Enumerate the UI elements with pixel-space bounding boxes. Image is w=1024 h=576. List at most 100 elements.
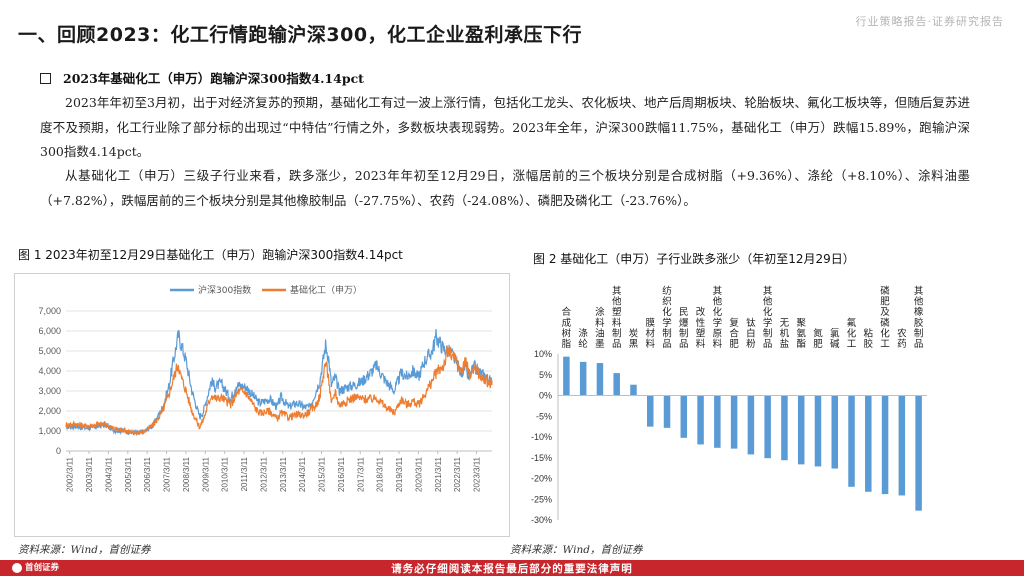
footer-bar: 首创证券 请务必仔细阅读本报告最后部分的重要法律声明 (0, 560, 1024, 576)
y-tick-label: -5% (536, 411, 552, 421)
chart-border (14, 273, 510, 537)
line-chart-x-ticks: 2002/3/11 2003/3/11 2004/3/11 2005/3/11 2006… (66, 451, 482, 492)
x-tick-label: 2023/3/11 (473, 456, 482, 492)
y-tick-label: 4,000 (38, 366, 61, 376)
x-tick-label: 2010/3/11 (221, 456, 230, 492)
x-tick-label: 2019/3/11 (395, 456, 404, 492)
bar (663, 395, 671, 428)
y-tick-label: -10% (531, 432, 552, 442)
bar (747, 395, 755, 455)
category-label: 其他橡胶制品 (914, 286, 924, 350)
source-note-2: 资料来源：Wind，首创证券 (510, 544, 643, 556)
category-label: 民爆制品 (679, 307, 689, 350)
category-label: 炭黑 (629, 328, 639, 350)
category-label: 合成树脂 (562, 306, 572, 350)
category-label: 膜材料 (645, 318, 655, 350)
bar (848, 395, 855, 487)
line-chart: 0 1,000 2,000 3,000 4,000 5,000 6,000 7,000 200… (14, 273, 510, 537)
series-line-chem (65, 344, 493, 437)
category-label: 聚氨酯 (796, 318, 806, 350)
paragraph-2: 从基础化工（申万）三级子行业来看，跌多涨少，2023年年初至12月29日，涨幅居… (40, 168, 970, 208)
bar-chart-y-ticks: 10% 5% 0% -5% -10% -15% -20% -25% -30% (531, 349, 552, 525)
x-tick-label: 2014/3/11 (298, 456, 307, 492)
bar (881, 395, 889, 495)
bar (714, 395, 721, 448)
category-label: 复合肥 (729, 317, 739, 350)
logo-text: 首创证券 (25, 563, 60, 573)
y-tick-label: -15% (531, 453, 552, 463)
bar (730, 395, 738, 449)
x-tick-label: 2021/3/11 (434, 456, 443, 492)
bar-chart-bars (563, 356, 922, 511)
x-tick-label: 2009/3/11 (201, 456, 210, 492)
bar (680, 395, 688, 438)
category-label: 氮肥 (813, 327, 823, 350)
legend-label: 基础化工（申万） (290, 284, 362, 296)
page-title: 一、回顾2023：化工行情跑输沪深300，化工企业盈利承压下行 (18, 24, 583, 46)
bar (814, 395, 822, 467)
series-line-hs300 (65, 329, 493, 436)
y-tick-label: 5% (539, 370, 552, 380)
bar (563, 356, 570, 396)
bar (596, 363, 604, 396)
x-tick-label: 2004/3/11 (104, 456, 113, 492)
category-label: 其他化学原料 (713, 286, 723, 350)
category-label: 改性塑料 (696, 306, 706, 350)
category-label: 氟化工 (847, 317, 857, 350)
y-tick-label: -30% (531, 515, 552, 525)
category-label: 氯碱 (830, 327, 840, 350)
paragraph-1: 2023年年初至3月初，出于对经济复苏的预期，基础化工有过一波上涨行情，包括化工… (40, 95, 970, 159)
bar (915, 395, 922, 511)
y-tick-label: 5,000 (38, 346, 61, 356)
bar (898, 395, 906, 496)
x-tick-label: 2005/3/11 (124, 456, 133, 492)
x-tick-label: 2020/3/11 (414, 456, 423, 492)
category-label: 涂料油墨 (595, 306, 605, 350)
x-tick-label: 2006/3/11 (143, 456, 152, 492)
x-tick-label: 2003/3/11 (85, 456, 94, 492)
line-chart-legend: 沪深300指数 基础化工（申万） (170, 284, 362, 296)
y-tick-label: 0% (539, 391, 552, 401)
x-tick-label: 2008/3/11 (182, 456, 191, 492)
brand-logo: 首创证券 (6, 561, 65, 575)
x-tick-label: 2002/3/11 (66, 456, 75, 492)
bar (764, 395, 771, 459)
bar (630, 384, 637, 396)
line-chart-y-ticks: 0 1,000 2,000 3,000 4,000 5,000 6,000 7,000 (38, 306, 61, 456)
bar-chart: 合成树脂涤纶涂料油墨其他塑料制品炭黑膜材料纺织化学制品民爆制品改性塑料其他化学原… (531, 285, 927, 525)
category-label: 其他化学制品 (763, 286, 773, 350)
y-tick-label: 10% (534, 349, 552, 359)
bar (781, 395, 788, 461)
checkbox-bullet-icon (40, 73, 51, 84)
report-tag: 行业策略报告·证券研究报告 (855, 15, 1004, 28)
bar (697, 395, 704, 445)
category-label: 粘胶 (864, 327, 874, 350)
figure-1-title: 图 1 2023年初至12月29日基础化工（申万）跑输沪深300指数4.14pc… (18, 248, 403, 262)
x-tick-label: 2015/3/11 (318, 456, 327, 492)
y-tick-label: 7,000 (38, 306, 61, 316)
section-heading: 2023年基础化工（申万）跑输沪深300指数4.14pct (40, 68, 364, 87)
section-heading-text: 2023年基础化工（申万）跑输沪深300指数4.14pct (63, 71, 364, 86)
bar (797, 395, 805, 465)
y-tick-label: 6,000 (38, 326, 61, 336)
x-tick-label: 2013/3/11 (279, 456, 288, 492)
x-tick-label: 2022/3/11 (453, 456, 462, 492)
bar (579, 361, 587, 396)
y-tick-label: -25% (531, 494, 552, 504)
source-note-1: 资料来源：Wind，首创证券 (18, 544, 151, 556)
category-label: 钛白粉 (746, 317, 756, 350)
legend-label: 沪深300指数 (198, 284, 251, 296)
bar (831, 395, 838, 469)
category-label: 纺织化学制品 (662, 285, 672, 350)
bar-chart-axis (557, 354, 927, 520)
bar (613, 373, 620, 396)
x-tick-label: 2017/3/11 (356, 456, 365, 492)
x-tick-label: 2016/3/11 (337, 456, 346, 492)
line-chart-series (65, 329, 493, 437)
bar (865, 395, 872, 492)
x-tick-label: 2007/3/11 (163, 456, 172, 492)
bar-chart-category-labels: 合成树脂涤纶涂料油墨其他塑料制品炭黑膜材料纺织化学制品民爆制品改性塑料其他化学原… (562, 285, 924, 350)
bar (647, 395, 654, 427)
legal-notice: 请务必仔细阅读本报告最后部分的重要法律声明 (391, 563, 633, 575)
y-tick-label: 1,000 (38, 426, 61, 436)
